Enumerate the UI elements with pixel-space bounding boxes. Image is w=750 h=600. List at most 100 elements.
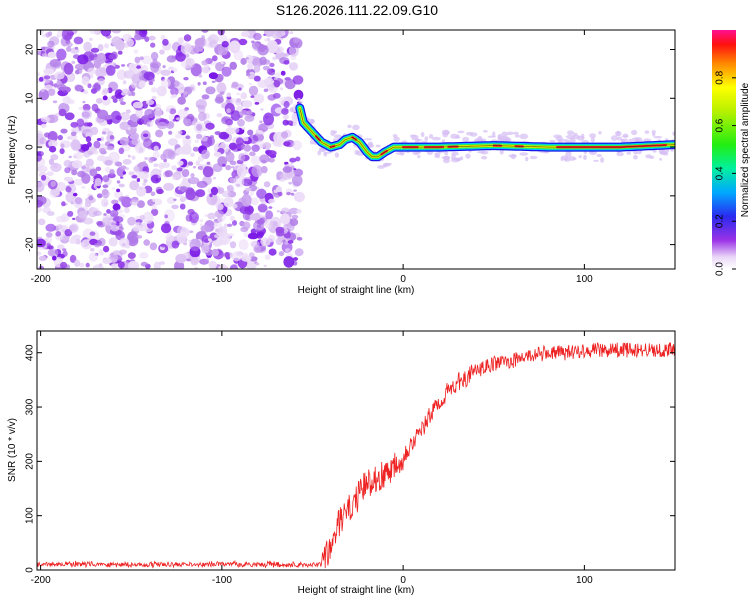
noise-blob [185, 57, 195, 69]
noise-blob [272, 56, 277, 61]
noise-blob [214, 96, 224, 104]
noise-blob [172, 176, 176, 181]
noise-blob [105, 65, 116, 76]
noise-blob [62, 250, 68, 257]
ridge-halo-blob [309, 140, 315, 145]
ridge-halo-blob [569, 138, 576, 143]
spectrogram-y-ticks: -20 -10 0 10 20 [25, 44, 675, 252]
noise-blob [166, 197, 176, 204]
noise-blob [129, 199, 139, 206]
x-tick-label: -100 [212, 274, 232, 285]
noise-blob [113, 63, 117, 66]
noise-blob [238, 87, 242, 91]
noise-blob [161, 162, 171, 169]
noise-blob [263, 181, 271, 188]
noise-blob [171, 240, 180, 249]
noise-blob [38, 76, 44, 82]
x-tick-label: -200 [31, 274, 51, 285]
noise-blob [248, 252, 255, 258]
noise-blob [190, 173, 195, 178]
noise-blob [276, 230, 285, 237]
ridge-halo-blob [443, 155, 450, 161]
noise-blob [205, 122, 215, 130]
noise-blob [268, 198, 276, 204]
noise-blob [160, 223, 172, 234]
noise-blob [214, 234, 220, 239]
noise-blob [51, 227, 55, 230]
noise-blob [208, 72, 218, 80]
ridge-halo-blob [616, 136, 623, 141]
noise-blob [49, 189, 60, 198]
ridge-halo-blob [664, 138, 669, 141]
noise-blob [64, 176, 74, 182]
noise-blob [163, 182, 174, 191]
noise-blob [120, 176, 124, 179]
noise-blob [81, 144, 90, 152]
noise-blob [63, 159, 72, 167]
noise-blob [102, 95, 108, 101]
noise-blob [90, 126, 99, 136]
ridge-halo-blob [477, 151, 486, 154]
noise-blob [144, 108, 155, 119]
noise-blob [267, 94, 277, 101]
noise-blob [74, 238, 81, 245]
noise-blob [236, 165, 247, 178]
ridge-halo-blob [631, 129, 638, 136]
noise-blob [195, 133, 203, 140]
noise-blob [45, 232, 53, 238]
noise-blob [123, 70, 135, 79]
colorbar: 0.0 0.2 0.4 0.6 0.8 Normalized spectral ampl… [712, 30, 750, 276]
ridge-halo-blob [492, 131, 496, 137]
ridge-halo-blob [483, 130, 488, 133]
noise-blob [241, 194, 252, 207]
noise-blob [155, 129, 164, 138]
ridge-halo-blob [399, 150, 405, 156]
noise-blob [176, 167, 183, 172]
noise-blob [187, 161, 194, 166]
noise-blob [60, 143, 65, 148]
noise-blob [267, 234, 276, 243]
noise-blob [120, 165, 127, 170]
noise-blob [47, 31, 53, 37]
noise-blob [199, 219, 204, 223]
noise-blob [249, 71, 255, 75]
noise-blob [160, 69, 171, 76]
noise-blob [247, 129, 254, 136]
noise-blob [108, 237, 118, 247]
noise-blob [136, 186, 147, 197]
noise-blob [248, 85, 259, 96]
noise-blob [160, 243, 166, 248]
ridge-halo-blob [428, 134, 434, 139]
noise-blob [153, 163, 159, 167]
noise-blob [133, 34, 142, 41]
ridge-halo-blob [565, 134, 575, 139]
noise-blob [170, 87, 179, 96]
noise-blob [49, 163, 62, 172]
noise-blob [131, 174, 138, 179]
noise-blob [270, 216, 282, 229]
noise-blob [236, 92, 240, 96]
snr-series-line [37, 342, 675, 569]
noise-blob [248, 82, 253, 86]
noise-blob [172, 67, 178, 73]
noise-blob [259, 56, 267, 66]
y-tick-label: 0 [25, 567, 36, 573]
noise-blob [280, 131, 289, 139]
noise-blob [195, 189, 206, 198]
noise-blob [78, 106, 84, 111]
noise-blob [68, 155, 72, 159]
noise-blob [81, 76, 90, 86]
noise-blob [288, 181, 292, 185]
noise-blob [74, 197, 83, 205]
noise-blob [94, 178, 102, 187]
noise-blob [242, 211, 251, 221]
noise-blob [150, 51, 159, 61]
noise-blob [283, 100, 290, 109]
noise-blob [99, 147, 106, 154]
noise-blob [251, 197, 259, 206]
noise-blob [251, 144, 260, 152]
noise-blob [171, 165, 178, 171]
noise-blob [280, 70, 286, 76]
noise-blob [111, 250, 123, 260]
noise-blob [274, 72, 281, 79]
